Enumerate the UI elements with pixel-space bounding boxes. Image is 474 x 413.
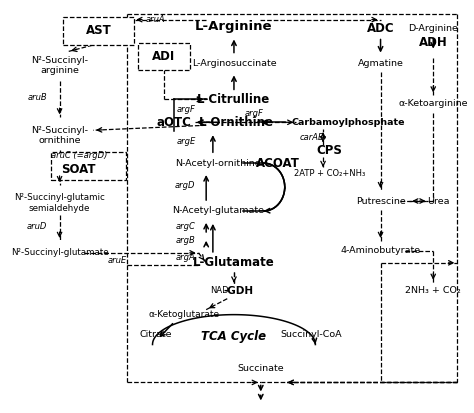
Text: Urea: Urea bbox=[427, 197, 449, 206]
Text: aOTC: aOTC bbox=[156, 116, 191, 129]
FancyBboxPatch shape bbox=[64, 17, 134, 45]
Text: argA: argA bbox=[176, 253, 196, 262]
Text: SOAT: SOAT bbox=[62, 163, 96, 176]
Text: Succinate: Succinate bbox=[237, 364, 284, 373]
Text: CPS: CPS bbox=[317, 144, 343, 157]
Text: L-Arginosuccinate: L-Arginosuccinate bbox=[191, 59, 276, 68]
Text: N²-Succinyl-
arginine: N²-Succinyl- arginine bbox=[31, 56, 88, 75]
Text: argF: argF bbox=[177, 105, 196, 114]
Text: N-Acetyl-ornithine: N-Acetyl-ornithine bbox=[175, 159, 261, 168]
Text: Putrescine: Putrescine bbox=[356, 197, 405, 206]
Text: N²-Succinyl-glutamate: N²-Succinyl-glutamate bbox=[11, 248, 109, 257]
Text: Succinyl-CoA: Succinyl-CoA bbox=[281, 330, 342, 339]
Text: ADC: ADC bbox=[367, 22, 394, 35]
Text: 2ATP + CO₂+NH₃: 2ATP + CO₂+NH₃ bbox=[294, 169, 365, 178]
Text: argF: argF bbox=[245, 109, 264, 118]
Text: ADH: ADH bbox=[419, 36, 447, 49]
Text: N²-Succinyl-
ornithine: N²-Succinyl- ornithine bbox=[31, 126, 88, 145]
Text: L-Glutamate: L-Glutamate bbox=[193, 256, 275, 269]
Text: aruA: aruA bbox=[146, 15, 165, 24]
Text: N-Acetyl-glutamate: N-Acetyl-glutamate bbox=[172, 206, 264, 216]
Text: L-Arginine: L-Arginine bbox=[195, 20, 273, 33]
Text: α-Ketoglutarate: α-Ketoglutarate bbox=[148, 310, 219, 319]
Text: D-Arginine: D-Arginine bbox=[408, 24, 458, 33]
FancyBboxPatch shape bbox=[51, 152, 126, 180]
Text: argD: argD bbox=[175, 180, 196, 190]
Text: L-Ornithine: L-Ornithine bbox=[200, 116, 274, 129]
Text: -GDH: -GDH bbox=[224, 286, 254, 296]
Text: aruB: aruB bbox=[27, 93, 47, 102]
Text: Citrate: Citrate bbox=[139, 330, 172, 339]
Text: Carbamoylphosphate: Carbamoylphosphate bbox=[291, 118, 405, 127]
Text: TCA Cycle: TCA Cycle bbox=[201, 330, 266, 343]
Text: α-Ketoarginine: α-Ketoarginine bbox=[399, 99, 468, 108]
Text: L-Citrulline: L-Citrulline bbox=[197, 93, 271, 106]
Text: argC: argC bbox=[176, 223, 196, 231]
Text: aruD: aruD bbox=[27, 223, 47, 231]
Text: 4-Aminobutyrate: 4-Aminobutyrate bbox=[340, 246, 420, 255]
Text: AST: AST bbox=[86, 24, 112, 37]
Text: aruE: aruE bbox=[108, 256, 127, 265]
Text: argE: argE bbox=[176, 137, 196, 146]
Text: NAD: NAD bbox=[210, 286, 229, 295]
Text: Agmatine: Agmatine bbox=[357, 59, 403, 68]
Text: ADI: ADI bbox=[152, 50, 176, 63]
Text: 2NH₃ + CO₂: 2NH₃ + CO₂ bbox=[405, 286, 461, 295]
Text: aruC (=argD): aruC (=argD) bbox=[51, 151, 107, 160]
FancyBboxPatch shape bbox=[138, 43, 190, 71]
Text: N²-Succinyl-glutamic
semialdehyde: N²-Succinyl-glutamic semialdehyde bbox=[14, 193, 105, 213]
Text: ACOAT: ACOAT bbox=[256, 157, 300, 170]
Text: argB: argB bbox=[176, 236, 196, 245]
Text: carAB: carAB bbox=[299, 133, 324, 142]
